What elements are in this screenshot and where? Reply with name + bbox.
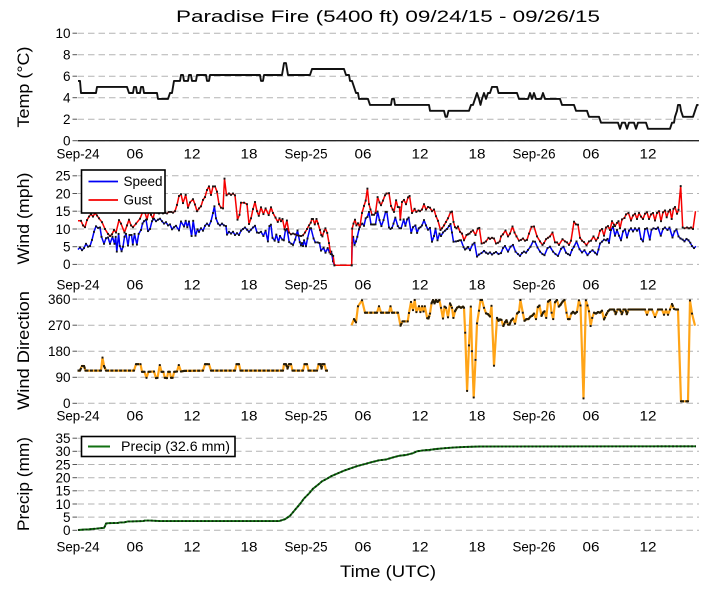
svg-text:10: 10	[55, 26, 70, 41]
svg-text:18: 18	[241, 147, 258, 162]
svg-text:06: 06	[583, 540, 600, 555]
svg-text:Sep-26: Sep-26	[513, 278, 556, 293]
svg-text:6: 6	[63, 69, 71, 84]
svg-text:15: 15	[55, 484, 70, 499]
svg-text:0: 0	[63, 134, 71, 149]
svg-text:0: 0	[63, 523, 71, 538]
svg-text:06: 06	[127, 278, 144, 293]
svg-text:18: 18	[469, 540, 486, 555]
svg-text:35: 35	[55, 431, 70, 446]
svg-text:12: 12	[184, 278, 201, 293]
svg-text:Gust: Gust	[124, 193, 153, 208]
svg-text:18: 18	[241, 409, 258, 424]
svg-text:Sep-26: Sep-26	[513, 540, 556, 555]
svg-text:12: 12	[412, 409, 429, 424]
svg-text:12: 12	[412, 540, 429, 555]
svg-text:12: 12	[640, 147, 657, 162]
svg-text:06: 06	[355, 409, 372, 424]
svg-text:5: 5	[63, 510, 71, 525]
svg-text:360: 360	[48, 292, 71, 307]
svg-text:06: 06	[127, 409, 144, 424]
svg-text:Wind (mph): Wind (mph)	[14, 173, 33, 265]
svg-text:06: 06	[355, 147, 372, 162]
svg-text:Paradise Fire (5400 ft) 09/24/: Paradise Fire (5400 ft) 09/24/15 - 09/26…	[176, 7, 600, 26]
svg-text:Sep-25: Sep-25	[285, 147, 328, 162]
svg-text:Speed: Speed	[124, 174, 163, 189]
svg-text:06: 06	[583, 409, 600, 424]
svg-text:Sep-25: Sep-25	[285, 540, 328, 555]
svg-text:180: 180	[48, 344, 71, 359]
svg-text:06: 06	[127, 147, 144, 162]
svg-text:Sep-26: Sep-26	[513, 147, 556, 162]
svg-text:Sep-25: Sep-25	[285, 278, 328, 293]
svg-text:Sep-24: Sep-24	[57, 540, 100, 555]
svg-text:0: 0	[63, 257, 71, 272]
svg-text:12: 12	[640, 409, 657, 424]
svg-text:12: 12	[184, 540, 201, 555]
svg-text:Sep-24: Sep-24	[57, 147, 100, 162]
svg-text:12: 12	[412, 278, 429, 293]
svg-text:30: 30	[55, 444, 70, 459]
svg-text:Temp (°C): Temp (°C)	[14, 47, 33, 128]
svg-text:8: 8	[63, 48, 71, 63]
svg-text:Time (UTC): Time (UTC)	[340, 563, 436, 581]
svg-text:10: 10	[55, 222, 70, 237]
svg-text:06: 06	[127, 540, 144, 555]
svg-text:20: 20	[55, 471, 70, 486]
svg-text:12: 12	[640, 278, 657, 293]
svg-text:06: 06	[583, 147, 600, 162]
svg-text:18: 18	[469, 278, 486, 293]
svg-text:Sep-24: Sep-24	[57, 278, 100, 293]
svg-text:15: 15	[55, 204, 70, 219]
svg-text:5: 5	[63, 240, 71, 255]
svg-text:12: 12	[412, 147, 429, 162]
svg-text:18: 18	[241, 540, 258, 555]
svg-text:2: 2	[63, 112, 71, 127]
svg-text:25: 25	[55, 169, 70, 184]
svg-text:12: 12	[184, 409, 201, 424]
svg-text:Precip (32.6 mm): Precip (32.6 mm)	[121, 439, 230, 454]
svg-text:90: 90	[55, 370, 70, 385]
svg-text:Sep-26: Sep-26	[513, 409, 556, 424]
svg-text:20: 20	[55, 186, 70, 201]
svg-text:Sep-24: Sep-24	[57, 409, 100, 424]
svg-text:0: 0	[63, 396, 71, 411]
svg-text:12: 12	[640, 540, 657, 555]
svg-text:06: 06	[355, 278, 372, 293]
svg-text:Precip (mm): Precip (mm)	[14, 437, 33, 531]
svg-text:12: 12	[184, 147, 201, 162]
svg-text:Sep-25: Sep-25	[285, 409, 328, 424]
svg-text:18: 18	[469, 409, 486, 424]
svg-text:4: 4	[63, 91, 71, 106]
svg-text:10: 10	[55, 497, 70, 512]
svg-text:25: 25	[55, 457, 70, 472]
svg-text:18: 18	[469, 147, 486, 162]
svg-text:Wind Direction: Wind Direction	[14, 291, 33, 410]
svg-text:06: 06	[583, 278, 600, 293]
svg-text:18: 18	[241, 278, 258, 293]
svg-text:270: 270	[48, 318, 71, 333]
svg-text:06: 06	[355, 540, 372, 555]
